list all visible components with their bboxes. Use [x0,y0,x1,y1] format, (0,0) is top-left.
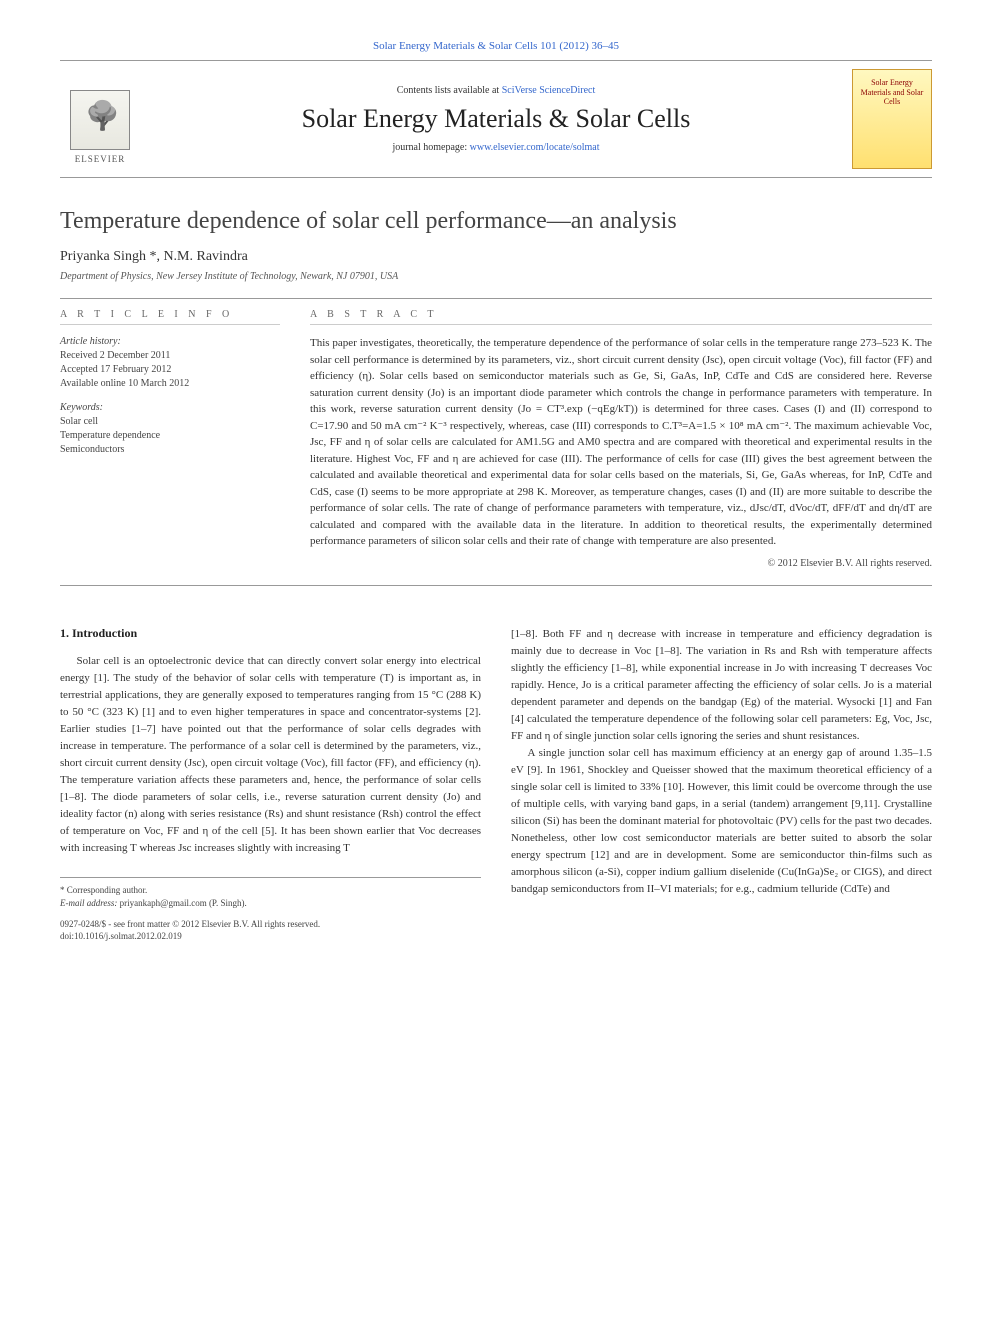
doi-line: doi:10.1016/j.solmat.2012.02.019 [60,931,481,943]
contents-prefix: Contents lists available at [397,85,502,96]
body-text-right: [1–8]. Both FF and η decrease with incre… [511,626,932,899]
journal-homepage-link[interactable]: www.elsevier.com/locate/solmat [470,142,600,153]
history-label: Article history: [60,335,280,349]
banner-center: Contents lists available at SciVerse Sci… [140,85,852,153]
paragraph: [1–8]. Both FF and η decrease with incre… [511,626,932,745]
body-column-right: [1–8]. Both FF and η decrease with incre… [511,626,932,943]
history-received: Received 2 December 2011 [60,349,280,363]
article-title: Temperature dependence of solar cell per… [60,208,932,235]
paragraph: A single junction solar cell has maximum… [511,745,932,898]
paragraph: Solar cell is an optoelectronic device t… [60,653,481,858]
author-list: Priyanka Singh *, N.M. Ravindra [60,249,932,265]
keyword-item: Semiconductors [60,443,280,457]
article-history-block: Article history: Received 2 December 201… [60,335,280,391]
publisher-name: ELSEVIER [75,154,126,164]
homepage-prefix: journal homepage: [392,142,469,153]
body-text-left: Solar cell is an optoelectronic device t… [60,653,481,858]
journal-citation-header: Solar Energy Materials & Solar Cells 101… [60,40,932,52]
abstract-column: A B S T R A C T This paper investigates,… [310,309,932,569]
keyword-item: Solar cell [60,415,280,429]
abstract-heading: A B S T R A C T [310,309,932,325]
citation-link[interactable]: Solar Energy Materials & Solar Cells 101… [373,40,619,52]
abstract-text: This paper investigates, theoretically, … [310,335,932,550]
issn-line: 0927-0248/$ - see front matter © 2012 El… [60,919,481,931]
contents-available-line: Contents lists available at SciVerse Sci… [140,85,852,96]
abstract-copyright: © 2012 Elsevier B.V. All rights reserved… [310,558,932,569]
journal-banner: ELSEVIER Contents lists available at Sci… [60,60,932,178]
journal-cover-thumbnail: Solar Energy Materials and Solar Cells [852,69,932,169]
footer-meta: 0927-0248/$ - see front matter © 2012 El… [60,919,481,942]
keyword-item: Temperature dependence [60,429,280,443]
journal-name: Solar Energy Materials & Solar Cells [140,104,852,134]
email-label: E-mail address: [60,898,117,908]
author-affiliation: Department of Physics, New Jersey Instit… [60,271,932,282]
author-names: Priyanka Singh *, N.M. Ravindra [60,249,248,264]
corresponding-author-note: * Corresponding author. [60,884,481,897]
cover-title-text: Solar Energy Materials and Solar Cells [857,78,927,107]
footnote-block: * Corresponding author. E-mail address: … [60,877,481,909]
keywords-label: Keywords: [60,401,280,415]
publisher-logo: ELSEVIER [60,74,140,164]
journal-homepage-line: journal homepage: www.elsevier.com/locat… [140,142,852,153]
elsevier-tree-icon [70,90,130,150]
email-line: E-mail address: priyankaph@gmail.com (P.… [60,897,481,910]
keywords-block: Keywords: Solar cell Temperature depende… [60,401,280,457]
sciencedirect-link[interactable]: SciVerse ScienceDirect [502,85,596,96]
section-1-heading: 1. Introduction [60,626,481,641]
article-info-column: A R T I C L E I N F O Article history: R… [60,309,280,569]
email-address: priyankaph@gmail.com (P. Singh). [120,898,247,908]
body-column-left: 1. Introduction Solar cell is an optoele… [60,626,481,943]
info-abstract-section: A R T I C L E I N F O Article history: R… [60,298,932,586]
article-info-heading: A R T I C L E I N F O [60,309,280,325]
history-accepted: Accepted 17 February 2012 [60,363,280,377]
history-online: Available online 10 March 2012 [60,377,280,391]
article-body: 1. Introduction Solar cell is an optoele… [60,626,932,943]
